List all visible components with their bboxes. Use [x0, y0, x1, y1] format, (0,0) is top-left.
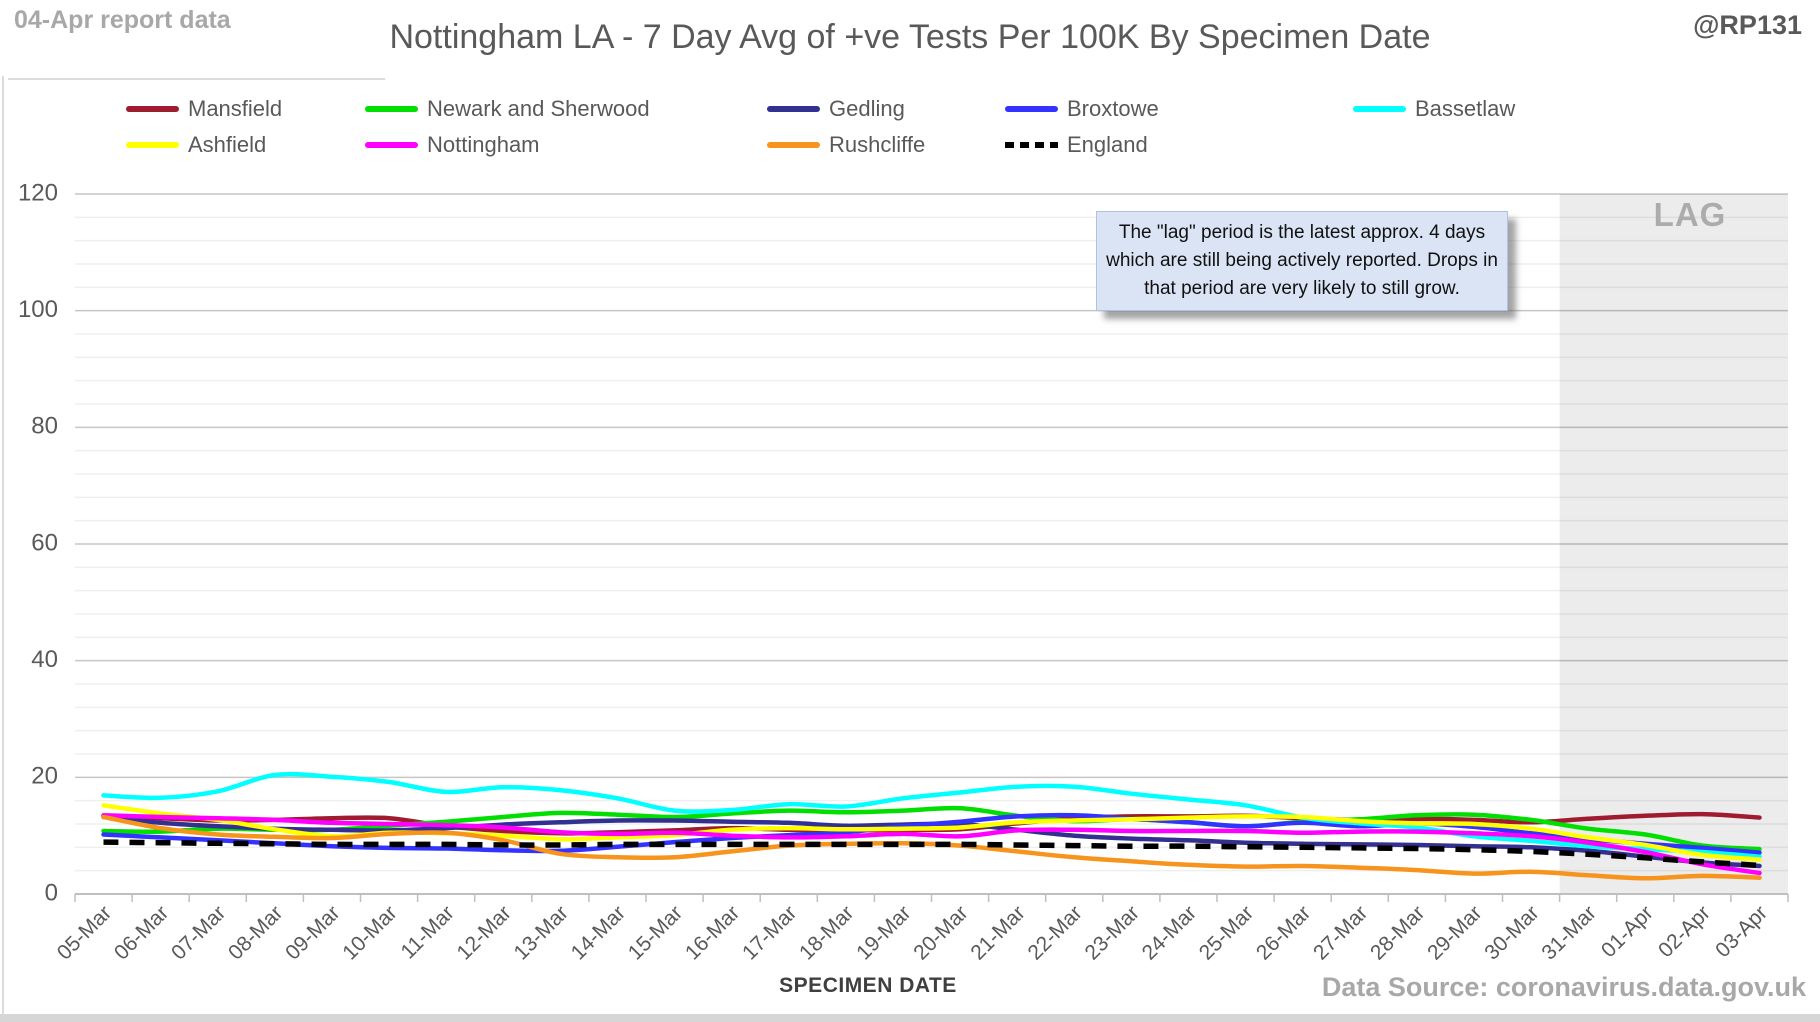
legend-label-mansfield: Mansfield [188, 96, 283, 121]
data-source-label: Data Source: coronavirus.data.gov.uk [1321, 972, 1806, 1002]
legend-item-england: England [1005, 132, 1148, 158]
svg-text:06-Mar: 06-Mar [110, 901, 173, 964]
series-nottingham [101, 813, 1762, 876]
svg-text:20-Mar: 20-Mar [909, 901, 972, 964]
legend-swatch-ashfield [126, 142, 179, 148]
svg-text:28-Mar: 28-Mar [1366, 901, 1429, 964]
svg-text:09-Mar: 09-Mar [281, 901, 344, 964]
legend-label-ashfield: Ashfield [188, 132, 267, 157]
svg-text:01-Apr: 01-Apr [1597, 901, 1658, 962]
svg-text:20: 20 [31, 763, 58, 790]
legend-item-newark-and-sherwood: Newark and Sherwood [365, 96, 650, 122]
svg-text:15-Mar: 15-Mar [624, 901, 687, 964]
bottom-strip [0, 1014, 1820, 1022]
legend-swatch-rushcliffe [767, 142, 820, 148]
legend-item-ashfield: Ashfield [126, 132, 266, 158]
svg-text:80: 80 [31, 413, 58, 440]
legend-label-bassetlaw: Bassetlaw [1415, 96, 1516, 121]
svg-text:02-Apr: 02-Apr [1654, 901, 1715, 962]
svg-text:05-Mar: 05-Mar [53, 901, 116, 964]
legend-swatch-bassetlaw [1353, 106, 1406, 112]
chart-title: Nottingham LA - 7 Day Avg of +ve Tests P… [389, 18, 1431, 56]
legend-swatch-broxtowe [1005, 106, 1058, 112]
legend-label-nottingham: Nottingham [427, 132, 540, 157]
svg-text:31-Mar: 31-Mar [1537, 901, 1600, 964]
legend-swatch-england [1005, 142, 1058, 148]
svg-text:10-Mar: 10-Mar [338, 901, 401, 964]
legend-swatch-nottingham [365, 142, 418, 148]
series-bassetlaw [101, 771, 1762, 859]
svg-text:11-Mar: 11-Mar [396, 901, 458, 963]
lag-region [1559, 194, 1788, 894]
legend-swatch-mansfield [126, 106, 179, 112]
x-axis [74, 893, 1789, 902]
svg-text:25-Mar: 25-Mar [1195, 901, 1258, 964]
y-axis-labels: 0 20 40 60 80 100 120 [18, 179, 58, 906]
left-edge-line [2, 76, 4, 1014]
series-broxtowe [101, 812, 1762, 855]
legend-label-broxtowe: Broxtowe [1067, 96, 1159, 121]
svg-text:29-Mar: 29-Mar [1423, 901, 1486, 964]
svg-text:18-Mar: 18-Mar [795, 901, 858, 964]
svg-text:23-Mar: 23-Mar [1081, 901, 1144, 964]
svg-text:21-Mar: 21-Mar [966, 901, 1029, 964]
svg-text:24-Mar: 24-Mar [1138, 901, 1201, 964]
legend-label-rushcliffe: Rushcliffe [829, 132, 926, 157]
author-handle: @RP131 [1693, 10, 1802, 40]
x-axis-labels: 05-Mar06-Mar07-Mar08-Mar09-Mar10-Mar11-M… [53, 901, 1772, 964]
svg-text:100: 100 [18, 296, 58, 323]
svg-text:60: 60 [31, 529, 58, 556]
top-left-rule [8, 78, 385, 80]
svg-text:03-Apr: 03-Apr [1711, 901, 1772, 962]
svg-text:120: 120 [18, 179, 58, 206]
legend-item-nottingham: Nottingham [365, 132, 540, 158]
svg-text:16-Mar: 16-Mar [681, 901, 744, 964]
svg-text:17-Mar: 17-Mar [738, 901, 801, 964]
y-gridlines-major [75, 193, 1788, 779]
legend-label-newark-and-sherwood: Newark and Sherwood [427, 96, 650, 121]
legend-item-broxtowe: Broxtowe [1005, 96, 1159, 122]
svg-text:14-Mar: 14-Mar [567, 901, 630, 964]
svg-text:30-Mar: 30-Mar [1480, 901, 1543, 964]
svg-text:22-Mar: 22-Mar [1023, 901, 1086, 964]
legend-swatch-gedling [767, 106, 820, 112]
lag-annotation-box: The "lag" period is the latest approx. 4… [1096, 211, 1508, 311]
svg-text:27-Mar: 27-Mar [1309, 901, 1372, 964]
legend-item-mansfield: Mansfield [126, 96, 282, 122]
svg-text:07-Mar: 07-Mar [167, 901, 230, 964]
svg-text:08-Mar: 08-Mar [224, 901, 287, 964]
legend-label-gedling: Gedling [829, 96, 905, 121]
legend-item-gedling: Gedling [767, 96, 905, 122]
svg-text:19-Mar: 19-Mar [852, 901, 915, 964]
legend-swatch-newark-and-sherwood [365, 106, 418, 112]
svg-text:26-Mar: 26-Mar [1252, 901, 1315, 964]
svg-text:40: 40 [31, 646, 58, 673]
legend-item-rushcliffe: Rushcliffe [767, 132, 925, 158]
x-axis-title: SPECIMEN DATE [779, 974, 957, 997]
lag-region-label: LAG [1653, 196, 1727, 233]
svg-text:12-Mar: 12-Mar [452, 901, 515, 964]
legend-item-bassetlaw: Bassetlaw [1353, 96, 1515, 122]
legend-label-england: England [1067, 132, 1148, 157]
series-rushcliffe [101, 814, 1762, 881]
report-date-label: 04-Apr report data [14, 6, 231, 34]
svg-text:13-Mar: 13-Mar [510, 901, 573, 964]
svg-text:0: 0 [45, 879, 58, 906]
